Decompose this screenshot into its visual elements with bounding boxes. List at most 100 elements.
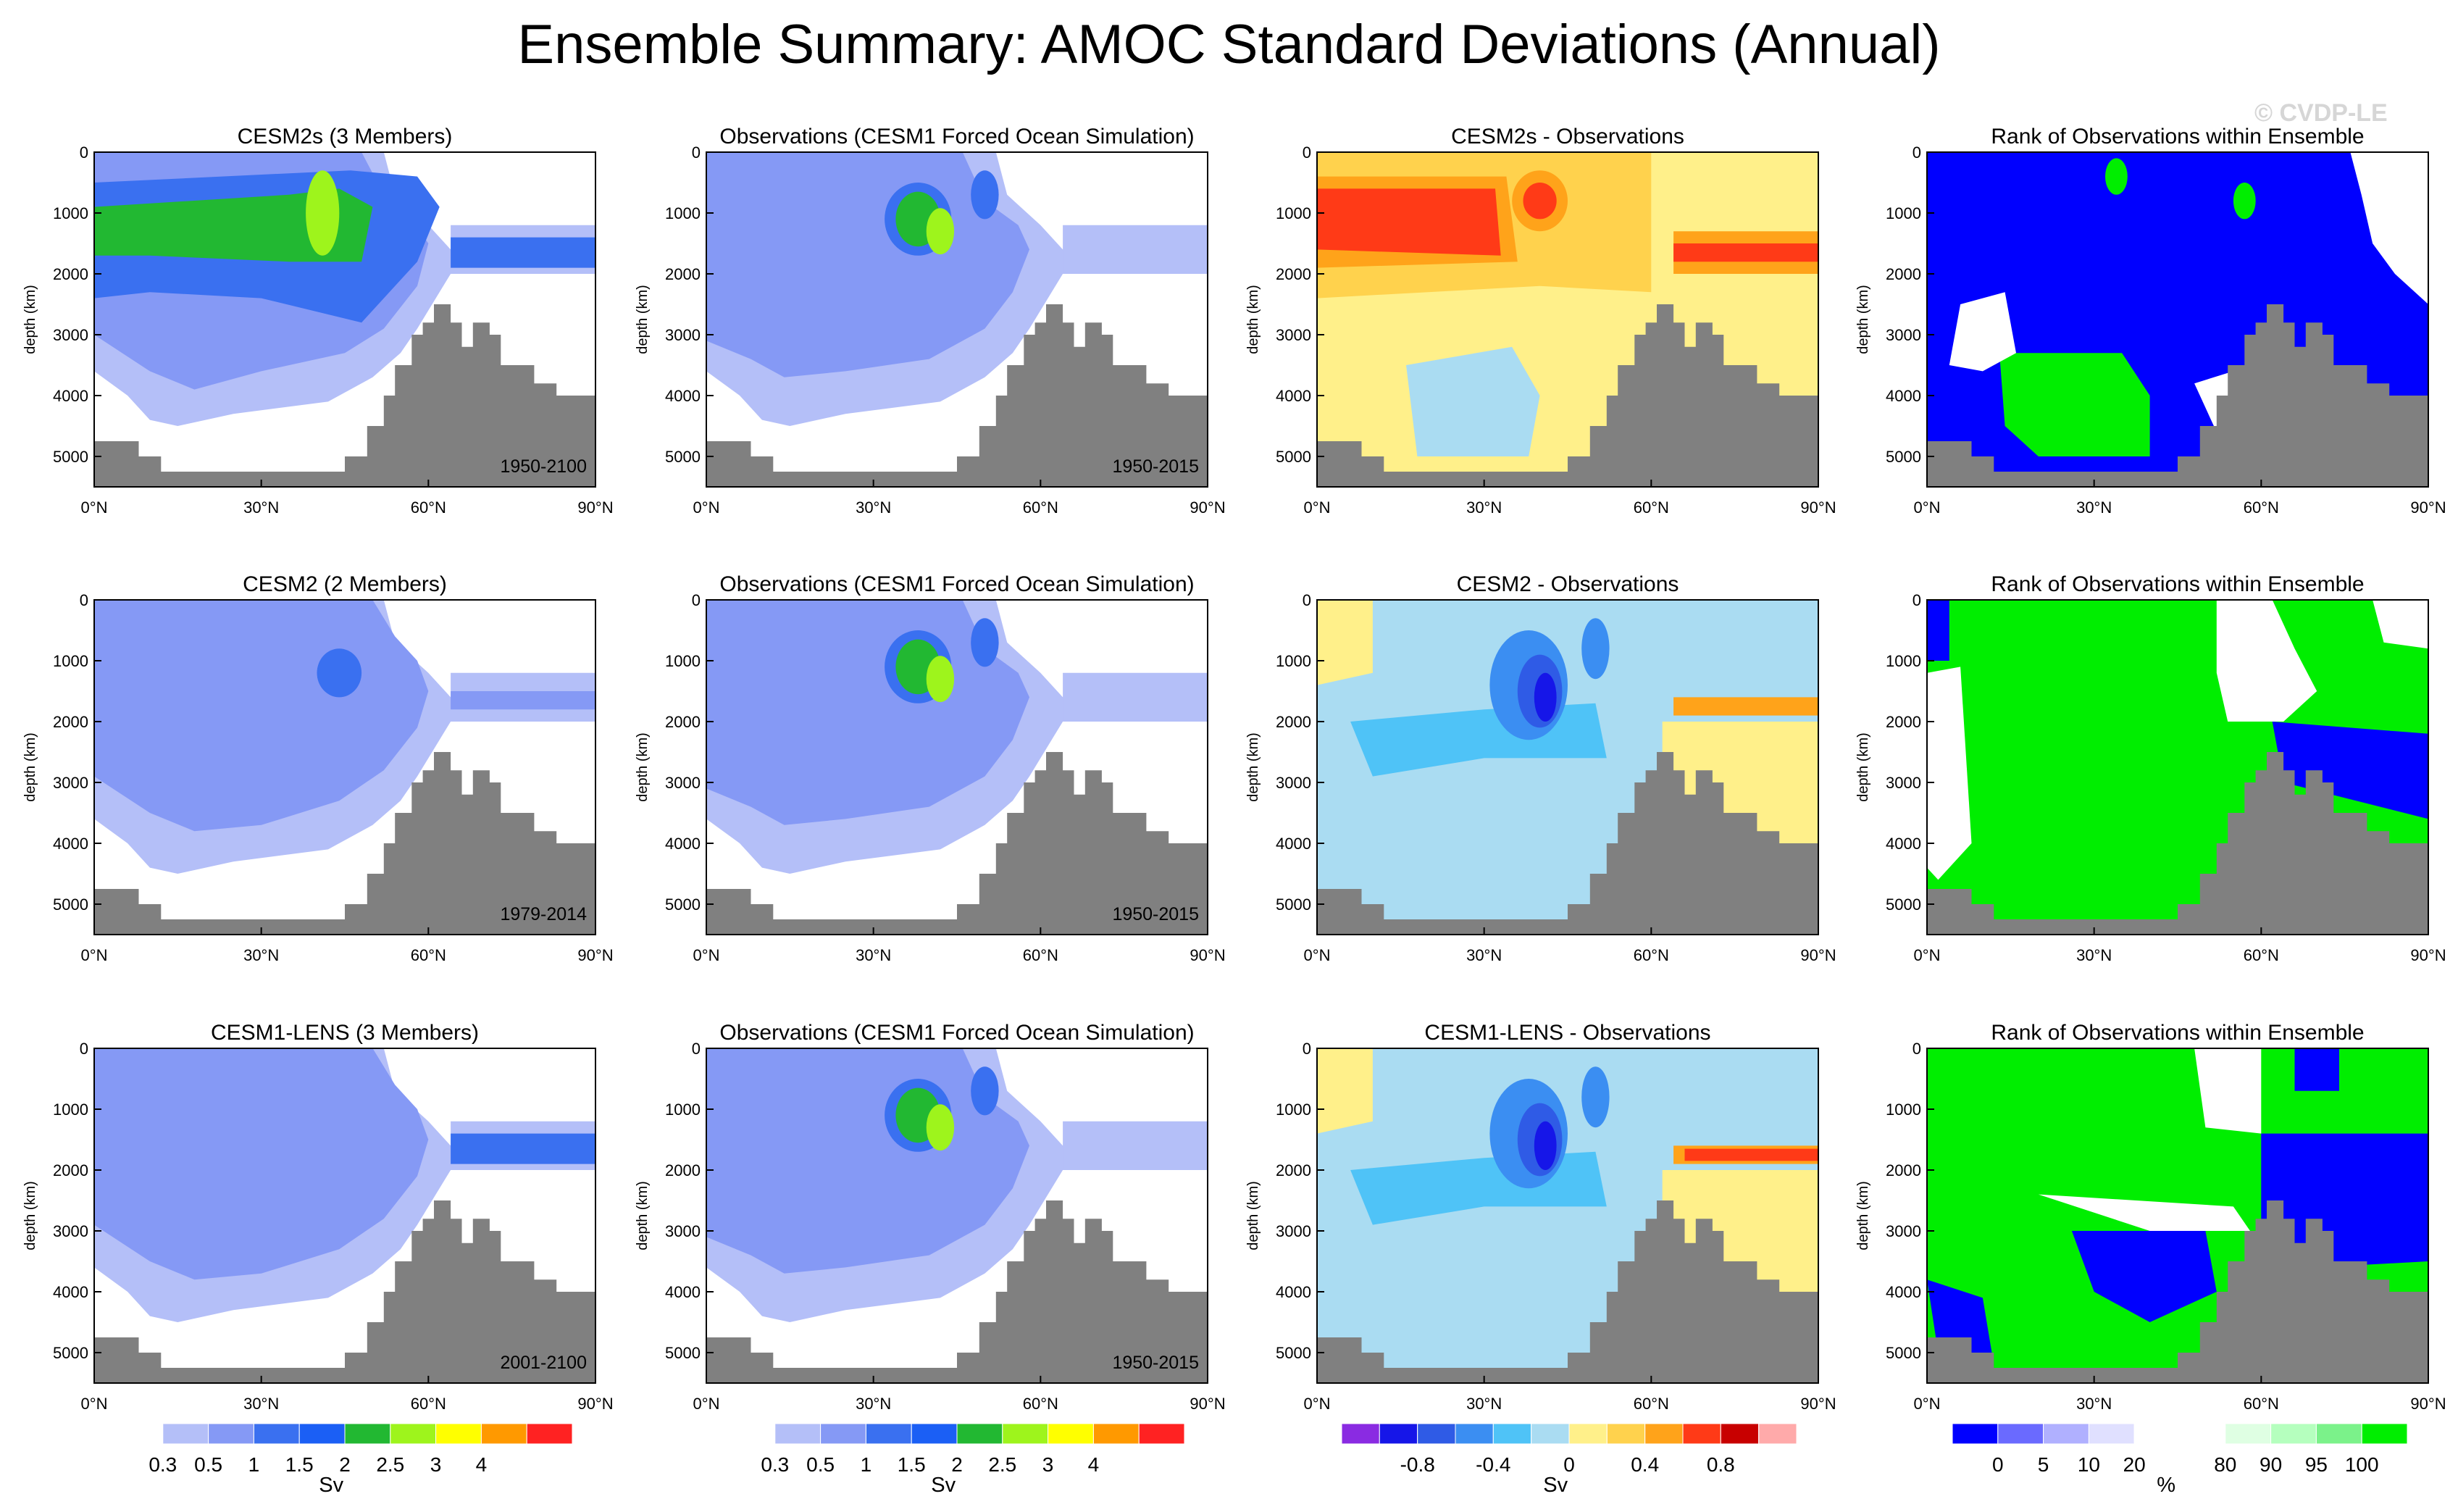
y-axis-label: depth (km) bbox=[22, 732, 38, 802]
colorbar-swatch bbox=[911, 1423, 958, 1445]
panel-title: CESM1-LENS - Observations bbox=[1424, 1021, 1710, 1045]
y-axis-label: depth (km) bbox=[1245, 732, 1261, 802]
y-tick-label: 1000 bbox=[1276, 204, 1311, 222]
y-axis-label: depth (km) bbox=[1855, 285, 1871, 354]
rank-low-b bbox=[2071, 1231, 2217, 1322]
y-tick-label: 3000 bbox=[1276, 774, 1311, 792]
rank-mid-b bbox=[2038, 1194, 2250, 1231]
rank-low-a bbox=[1927, 600, 1949, 661]
y-tick-label: 3000 bbox=[665, 1222, 701, 1240]
colorbar-label: -0.8 bbox=[1400, 1453, 1435, 1476]
x-tick-label: 0°N bbox=[1304, 946, 1331, 964]
diff-m0p8 bbox=[1534, 672, 1557, 722]
panel-field bbox=[706, 1048, 1208, 1383]
x-tick-label: 0°N bbox=[1914, 946, 1941, 964]
x-tick-label: 0°N bbox=[81, 1395, 108, 1413]
colorbar-swatch bbox=[729, 1423, 776, 1445]
y-tick-label: 4000 bbox=[1276, 835, 1311, 853]
y-tick-label: 3000 bbox=[665, 774, 701, 792]
colorbar-swatch bbox=[1138, 1423, 1185, 1445]
colorbar-label: 1 bbox=[248, 1453, 260, 1476]
colorbar-2: 0.3 0.5 1 1.5 2 2.5 3 4 Sv bbox=[729, 1423, 1185, 1497]
colorbar-swatch bbox=[1568, 1423, 1608, 1445]
y-tick-label: 3000 bbox=[1886, 774, 1921, 792]
y-tick-label: 1000 bbox=[665, 204, 701, 222]
diff-shelf bbox=[1673, 697, 1818, 716]
x-tick-label: 60°N bbox=[2244, 1395, 2279, 1413]
y-tick-label: 1000 bbox=[1886, 652, 1921, 670]
y-tick-label: 3000 bbox=[53, 774, 88, 792]
diff-m0p4-b bbox=[1581, 1066, 1610, 1128]
y-tick-label: 2000 bbox=[53, 265, 88, 283]
panel-field bbox=[94, 1048, 595, 1383]
bathymetry bbox=[94, 304, 595, 487]
panel-frame bbox=[1926, 599, 2429, 935]
panel-frame bbox=[1926, 151, 2429, 488]
panel-frame bbox=[93, 1048, 596, 1384]
rank-high bbox=[1999, 353, 2150, 456]
x-tick-label: 60°N bbox=[2244, 498, 2279, 517]
colorbar-swatch bbox=[2270, 1423, 2317, 1445]
x-tick-label: 90°N bbox=[1800, 498, 1836, 517]
y-tick-label: 0 bbox=[80, 1040, 88, 1058]
diff-m0p4-b bbox=[1581, 618, 1610, 680]
panel-frame bbox=[1926, 1048, 2429, 1384]
x-tick-label: 60°N bbox=[1634, 946, 1669, 964]
sd-core-3 bbox=[926, 656, 955, 703]
y-tick-label: 5000 bbox=[53, 448, 88, 466]
period-label: 2001-2100 bbox=[500, 1353, 587, 1373]
sd-core-4 bbox=[971, 1066, 999, 1116]
colorbar-label: 0.3 bbox=[149, 1453, 177, 1476]
colorbar-label: 2 bbox=[339, 1453, 351, 1476]
colorbar-swatch bbox=[344, 1423, 391, 1445]
y-tick-label: 5000 bbox=[665, 895, 701, 914]
y-tick-label: 2000 bbox=[665, 265, 701, 283]
colorbar-1: 0.3 0.5 1 1.5 2 2.5 3 4 Sv bbox=[117, 1423, 573, 1497]
colorbar-3: -0.8 -0.4 0 0.4 0.8 Sv bbox=[1341, 1423, 1797, 1497]
y-tick-label: 4000 bbox=[1276, 387, 1311, 405]
diff-pos-nw bbox=[1317, 600, 1373, 685]
colorbar-swatch bbox=[253, 1423, 300, 1445]
y-tick-label: 2000 bbox=[1276, 265, 1311, 283]
y-tick-label: 5000 bbox=[53, 1344, 88, 1362]
y-tick-label: 5000 bbox=[53, 895, 88, 914]
x-tick-label: 90°N bbox=[1190, 1395, 1225, 1413]
x-tick-label: 30°N bbox=[856, 1395, 891, 1413]
rank-low-a bbox=[2261, 1133, 2428, 1268]
y-tick-label: 1000 bbox=[665, 1100, 701, 1119]
x-tick-label: 60°N bbox=[1023, 1395, 1058, 1413]
colorbar-swatch bbox=[1997, 1423, 2044, 1445]
colorbar-swatch bbox=[774, 1423, 822, 1445]
panel-title: Rank of Observations within Ensemble bbox=[1991, 572, 2364, 596]
colorbar-label: -0.4 bbox=[1476, 1453, 1510, 1476]
y-tick-label: 5000 bbox=[1276, 448, 1311, 466]
panel-field bbox=[1317, 152, 1818, 487]
x-tick-label: 90°N bbox=[1800, 946, 1836, 964]
colorbar-swatch bbox=[1758, 1423, 1797, 1445]
panel-field bbox=[1927, 1048, 2428, 1383]
x-tick-label: 30°N bbox=[243, 946, 279, 964]
panel-r3-c2: Observations (CESM1 Forced Ocean Simulat… bbox=[635, 1021, 1226, 1413]
x-tick-label: 30°N bbox=[243, 498, 279, 517]
colorbar-swatch bbox=[1682, 1423, 1721, 1445]
colorbar-swatch bbox=[208, 1423, 254, 1445]
sd-shelf-band bbox=[1063, 1121, 1208, 1170]
y-tick-label: 5000 bbox=[1276, 895, 1311, 914]
x-tick-label: 30°N bbox=[243, 1395, 279, 1413]
y-tick-label: 0 bbox=[692, 1040, 701, 1058]
colorbar-label: 95 bbox=[2305, 1453, 2328, 1476]
panel-r3-c4: Rank of Observations within Ensemble 0 100… bbox=[1855, 1021, 2446, 1413]
y-tick-label: 0 bbox=[1913, 591, 1921, 609]
y-axis-label: depth (km) bbox=[1245, 285, 1261, 354]
colorbar-label: 2 bbox=[951, 1453, 963, 1476]
panel-frame bbox=[1316, 599, 1819, 935]
colorbar-swatch bbox=[2133, 1423, 2181, 1445]
colorbar-swatch bbox=[1092, 1423, 1140, 1445]
y-tick-label: 3000 bbox=[665, 326, 701, 344]
y-tick-label: 4000 bbox=[1886, 387, 1921, 405]
x-tick-label: 60°N bbox=[411, 498, 446, 517]
period-label: 1979-2014 bbox=[500, 904, 587, 924]
panel-frame bbox=[93, 151, 596, 488]
panel-r2-c3: CESM2 - Observations 0 1000 2000 3000 4000 500… bbox=[1245, 572, 1836, 964]
x-tick-label: 90°N bbox=[577, 498, 613, 517]
